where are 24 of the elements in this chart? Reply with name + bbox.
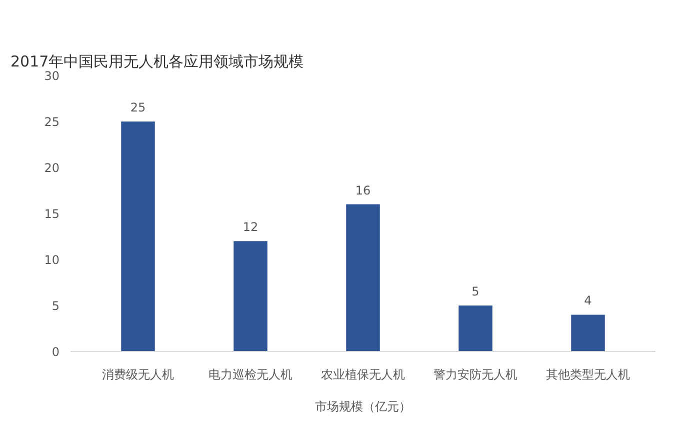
x-tick-label: 其他类型无人机 [546,368,630,382]
y-tick-label: 15 [44,207,60,221]
y-tick-label: 10 [44,253,60,267]
bar [121,122,155,352]
x-tick-label: 农业植保无人机 [321,368,405,382]
data-label: 25 [130,100,146,114]
y-tick-label: 0 [52,345,60,359]
x-tick-label: 消费级无人机 [102,368,174,382]
data-label: 5 [472,284,480,298]
x-axis-title: 市场规模（亿元） [315,400,411,414]
bar [571,314,605,352]
y-tick-label: 20 [44,161,60,175]
x-tick-label: 电力巡检无人机 [208,368,292,382]
data-label: 12 [242,220,258,234]
bar [346,204,380,352]
bar [458,306,492,352]
chart-title: 2017年中国民用无人机各应用领域市场规模 [10,52,304,70]
x-tick-label: 警力安防无人机 [434,368,518,382]
y-tick-label: 5 [52,299,60,313]
bar [234,241,268,352]
y-tick-label: 25 [44,115,60,129]
data-label: 4 [584,294,592,308]
y-tick-label: 30 [44,69,60,83]
data-label: 16 [355,183,371,198]
